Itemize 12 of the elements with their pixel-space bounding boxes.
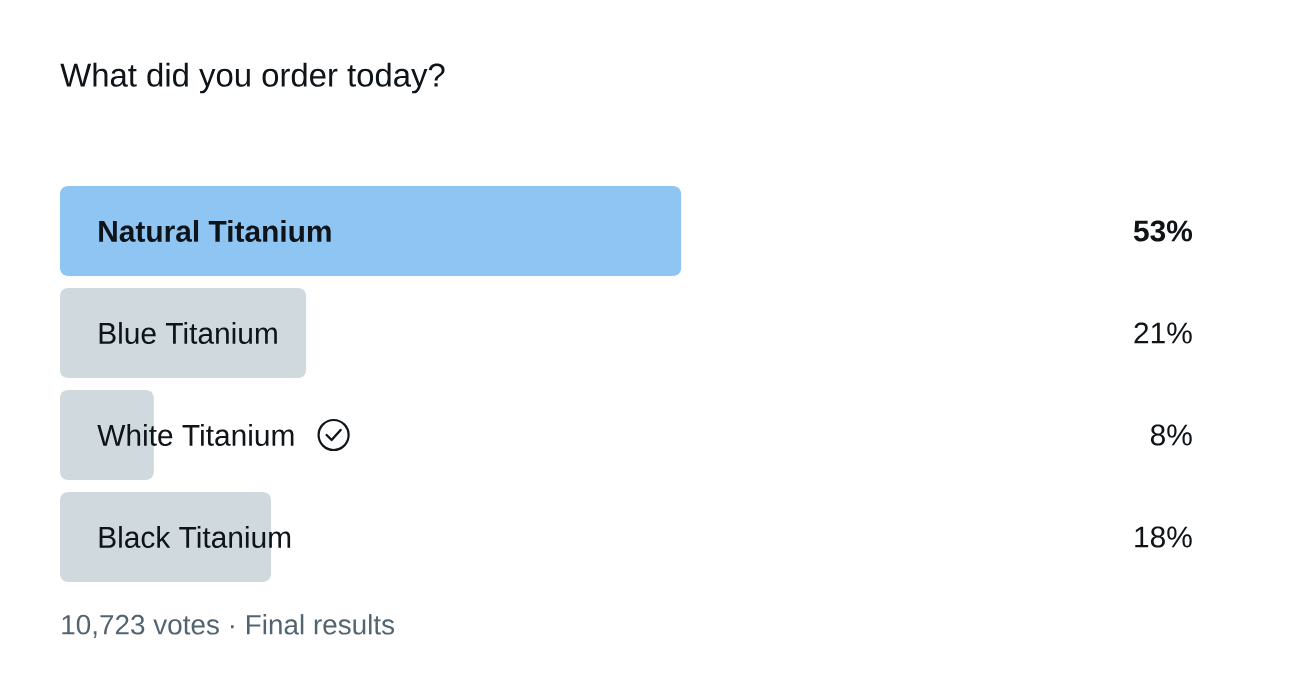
bar [60,186,682,276]
data-label: 18% [1135,526,1192,548]
y-tick-label: Natural Titanium [99,220,331,242]
y-tick-label: White Titanium [97,424,294,446]
text: 10,723 votes · Final results [62,614,395,638]
bar [60,288,307,378]
data-label: 53% [1133,220,1193,242]
chart-title: What did you order today? [60,62,445,94]
y-tick-label: Blue Titanium [99,322,277,344]
y-tick-label: Black Titanium [99,526,291,548]
data-label: 8% [1150,424,1192,446]
data-label: 21% [1134,322,1192,344]
